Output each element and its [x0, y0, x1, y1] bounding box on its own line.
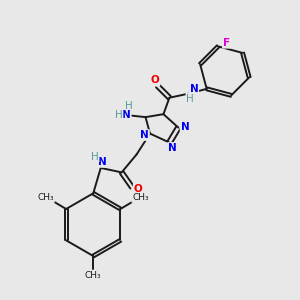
Text: CH₃: CH₃ — [38, 193, 54, 202]
Text: CH₃: CH₃ — [132, 193, 149, 202]
Text: N: N — [181, 122, 189, 132]
Text: O: O — [151, 75, 160, 85]
Text: N: N — [168, 143, 177, 153]
Text: H: H — [186, 94, 194, 103]
Text: H: H — [115, 110, 122, 120]
Text: N: N — [122, 110, 130, 120]
Text: H: H — [125, 101, 133, 111]
Text: CH₃: CH₃ — [85, 271, 102, 280]
Text: F: F — [223, 38, 230, 48]
Text: N: N — [140, 130, 149, 140]
Text: O: O — [134, 184, 142, 194]
Text: H: H — [91, 152, 99, 162]
Text: N: N — [190, 84, 198, 94]
Text: N: N — [98, 157, 106, 167]
